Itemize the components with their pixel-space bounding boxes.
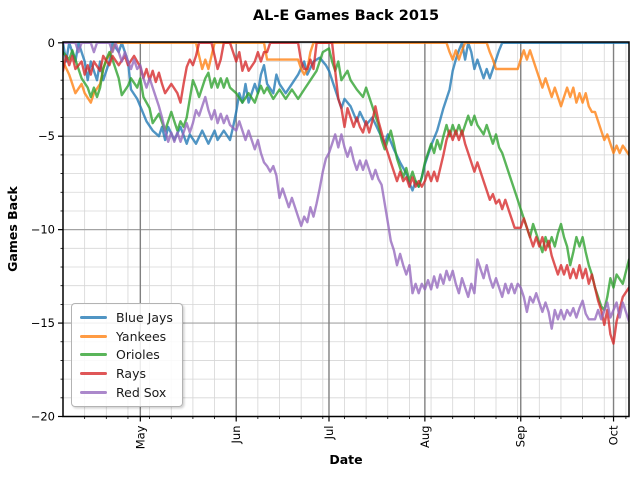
legend-swatch-blue-jays [80,315,107,319]
legend-swatch-orioles [80,353,107,357]
data-series [63,42,629,345]
legend-item-orioles: Orioles [80,346,182,365]
y-tick-label: −20 [31,410,55,424]
y-tick-label: −15 [31,316,55,330]
x-tick-label: Sep [514,426,528,448]
legend-label-red-sox: Red Sox [116,385,167,401]
x-tick-label: May [133,425,147,449]
legend-swatch-yankees [80,334,107,338]
legend-label-rays: Rays [116,366,146,382]
y-tick-label: −10 [31,223,55,237]
x-tick-label: Jun [229,426,243,445]
legend-label-yankees: Yankees [116,328,167,344]
series-line-blue-jays [63,42,629,192]
series-line-red-sox [63,42,629,330]
legend-item-rays: Rays [80,364,182,383]
legend-swatch-rays [80,372,107,376]
series-line-orioles [63,47,629,312]
axis-ticks [58,42,627,422]
y-tick-label: −5 [38,129,55,143]
x-axis-label: Date [329,452,362,467]
legend-label-blue-jays: Blue Jays [116,309,173,325]
x-tick-label: Oct [607,425,621,445]
legend-item-red-sox: Red Sox [80,383,182,402]
series-line-yankees [63,42,629,157]
legend: Blue Jays Yankees Orioles Rays Red Sox [71,303,183,407]
x-tick-label: Jul [322,426,336,441]
axis-tick-labels: 0 −5 −10 −15 −20 May Jun Jul Aug Sep Oct [31,36,621,449]
series-line-rays [63,42,629,345]
y-tick-label: 0 [48,36,55,50]
legend-label-orioles: Orioles [116,347,160,363]
legend-swatch-red-sox [80,391,107,395]
y-axis-label: Games Back [5,185,20,271]
chart-title: AL-E Games Back 2015 [253,8,439,24]
x-tick-label: Aug [418,426,432,448]
legend-item-blue-jays: Blue Jays [80,308,182,327]
legend-item-yankees: Yankees [80,327,182,346]
